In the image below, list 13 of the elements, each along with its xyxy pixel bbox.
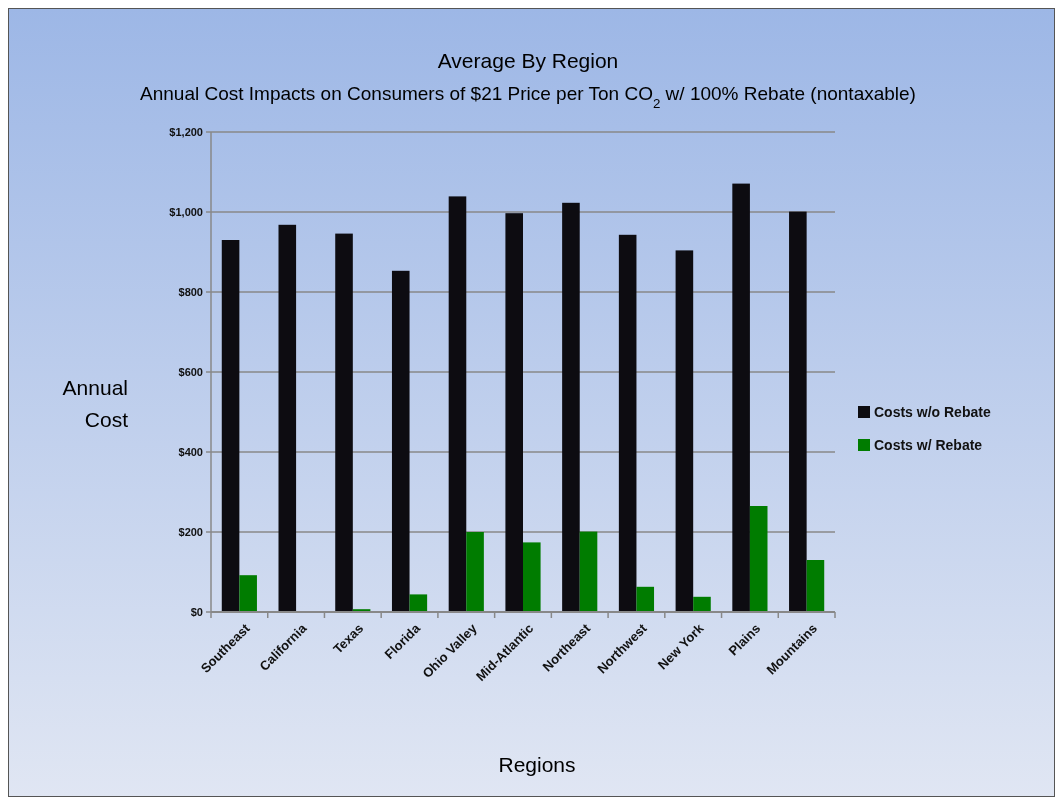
y-tick-label: $1,200: [169, 125, 203, 138]
y-tick-label: $1,000: [169, 205, 203, 218]
chart-subtitle: Annual Cost Impacts on Consumers of $21 Price per Ton CO$_{2}$ w/ 100% Rebate (nontaxable): [140, 83, 916, 111]
legend-label: Costs w/ Rebate: [874, 436, 983, 453]
y-tick-label: $200: [178, 525, 203, 538]
y-tick-label: $400: [178, 445, 203, 458]
y-tick-label: $0: [190, 605, 203, 618]
y-tick-label: $600: [178, 365, 203, 378]
y-axis-title: Annual Cost: [62, 376, 129, 431]
y-tick-label: $800: [178, 285, 203, 298]
legend-label: Costs w/o Rebate: [874, 403, 991, 420]
x-axis-title: Regions: [498, 753, 576, 776]
chart-title: Average By Region: [437, 49, 619, 72]
